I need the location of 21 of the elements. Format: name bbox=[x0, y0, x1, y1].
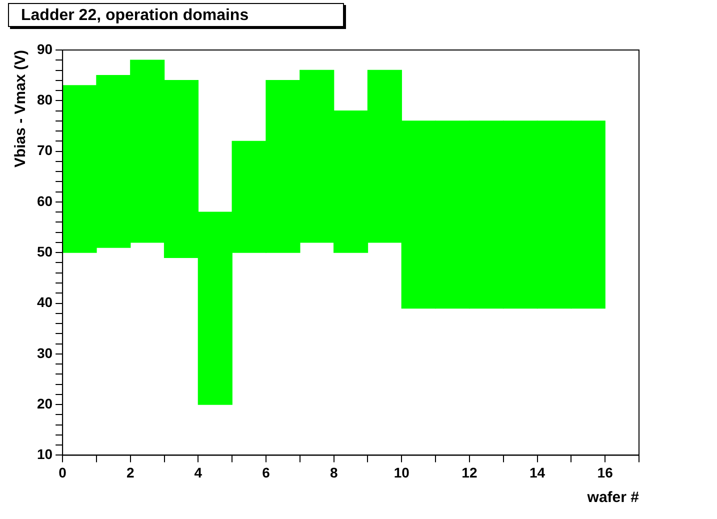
y-tick-label: 50 bbox=[36, 243, 53, 260]
chart-title: Ladder 22, operation domains bbox=[8, 3, 344, 27]
y-tick-label: 80 bbox=[36, 92, 53, 108]
y-tick-label: 20 bbox=[36, 395, 53, 412]
y-tick-label: 70 bbox=[36, 142, 53, 158]
x-tick-label: 14 bbox=[529, 464, 546, 480]
y-axis-title: Vbias - Vmax (V) bbox=[12, 50, 30, 168]
x-axis-title: wafer # bbox=[586, 489, 640, 506]
y-tick-label: 90 bbox=[36, 40, 53, 57]
x-tick-label: 10 bbox=[394, 464, 410, 480]
x-tick-label: 2 bbox=[126, 464, 134, 480]
x-tick-label: 0 bbox=[58, 464, 67, 480]
x-tick-label: 12 bbox=[462, 464, 478, 480]
y-tick-label: 60 bbox=[36, 192, 53, 209]
x-tick-label: 4 bbox=[194, 464, 202, 480]
x-tick-label: 16 bbox=[597, 464, 614, 480]
x-tick-label: 6 bbox=[262, 464, 270, 480]
y-tick-label: 40 bbox=[36, 294, 53, 310]
y-tick-label: 10 bbox=[36, 446, 53, 462]
x-tick-label: 8 bbox=[330, 464, 338, 480]
y-tick-label: 30 bbox=[36, 344, 53, 361]
